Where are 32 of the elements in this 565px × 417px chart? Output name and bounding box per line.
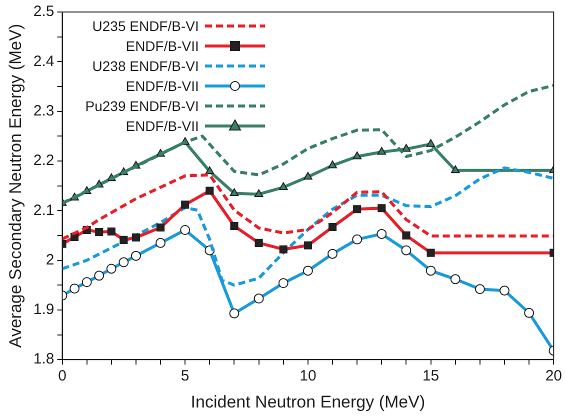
point [278,182,288,190]
y-axis-title: Average Secondary Neutron Energy (MeV) [6,24,25,348]
point [230,188,239,196]
x-tick-label: 0 [58,368,66,385]
legend-label: U238 ENDF/B-VI [91,57,200,76]
legend-label: ENDF/B-VII [124,37,200,56]
point [402,144,411,152]
x-axis-title: Incident Neutron Energy (MeV) [190,392,426,412]
point [254,189,264,197]
point [377,147,386,155]
y-tick-label: 2 [46,251,54,268]
y-tick-label: 2.1 [33,202,54,219]
point [205,166,214,174]
legend-label: Pu239 ENDF/B-VI [84,97,200,116]
point [450,165,460,174]
point [426,139,436,147]
x-tick-label: 5 [180,368,190,385]
y-tick-label: 1.9 [33,301,54,318]
y-tick-label: 2.4 [33,52,54,70]
x-tick-label: 20 [545,368,562,385]
y-tick-label: 2.2 [33,152,54,170]
y-tick-label: 1.8 [33,350,54,368]
y-tick-label: 2.3 [33,102,54,120]
point [328,160,337,168]
legend-label: U235 ENDF/B-VI [91,17,200,36]
y-tick-label: 2.5 [33,3,54,20]
point [304,172,312,180]
x-tick-label: 15 [422,368,440,385]
x-tick-label: 10 [300,368,316,385]
point [352,152,362,160]
legend-label: ENDF/B-VII [124,117,200,136]
legend-label: ENDF/B-VII [124,77,200,96]
